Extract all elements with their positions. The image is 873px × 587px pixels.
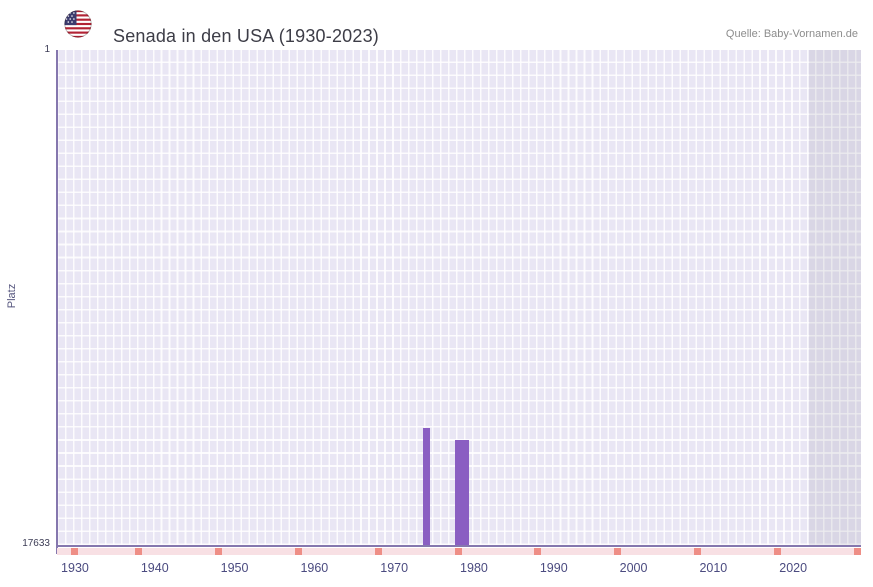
plot-area bbox=[57, 50, 861, 545]
no-rank-marker bbox=[71, 548, 79, 555]
x-tick-label: 1960 bbox=[300, 561, 329, 575]
us-flag-icon bbox=[64, 10, 92, 38]
y-axis-tick-top: 1 bbox=[44, 44, 50, 55]
no-rank-marker bbox=[773, 548, 781, 555]
x-axis-line bbox=[57, 545, 861, 547]
no-rank-marker bbox=[853, 548, 861, 555]
rank-bar[interactable] bbox=[422, 427, 430, 545]
page-title: Senada in den USA (1930-2023) bbox=[113, 26, 379, 47]
y-axis-line bbox=[56, 50, 58, 554]
no-rank-band bbox=[57, 548, 861, 555]
future-region bbox=[809, 50, 861, 545]
no-rank-marker bbox=[614, 548, 622, 555]
no-rank-marker bbox=[454, 548, 462, 555]
x-tick-label: 1970 bbox=[380, 561, 409, 575]
x-tick-label: 1940 bbox=[140, 561, 169, 575]
no-rank-marker bbox=[374, 548, 382, 555]
x-tick-label: 1950 bbox=[220, 561, 249, 575]
no-rank-marker bbox=[294, 548, 302, 555]
x-tick-label: 2020 bbox=[779, 561, 808, 575]
rank-bar[interactable] bbox=[462, 439, 470, 545]
x-axis-tick-labels: 1930 1940 1950 1960 1970 1980 1990 2000 2010 2020 bbox=[57, 561, 861, 579]
y-axis-tick-bottom: 17633 bbox=[22, 538, 50, 549]
no-rank-marker bbox=[534, 548, 542, 555]
no-rank-marker bbox=[135, 548, 143, 555]
y-axis-title: Platz bbox=[6, 283, 18, 309]
rank-bar[interactable] bbox=[454, 439, 462, 545]
x-tick-label: 2010 bbox=[699, 561, 728, 575]
x-tick-label: 1990 bbox=[539, 561, 568, 575]
no-rank-marker bbox=[215, 548, 223, 555]
no-rank-marker bbox=[693, 548, 701, 555]
source-credit: Quelle: Baby-Vornamen.de bbox=[725, 28, 858, 40]
x-tick-label: 1930 bbox=[61, 561, 89, 575]
x-tick-label: 2000 bbox=[619, 561, 648, 575]
x-tick-label: 1980 bbox=[460, 561, 488, 575]
